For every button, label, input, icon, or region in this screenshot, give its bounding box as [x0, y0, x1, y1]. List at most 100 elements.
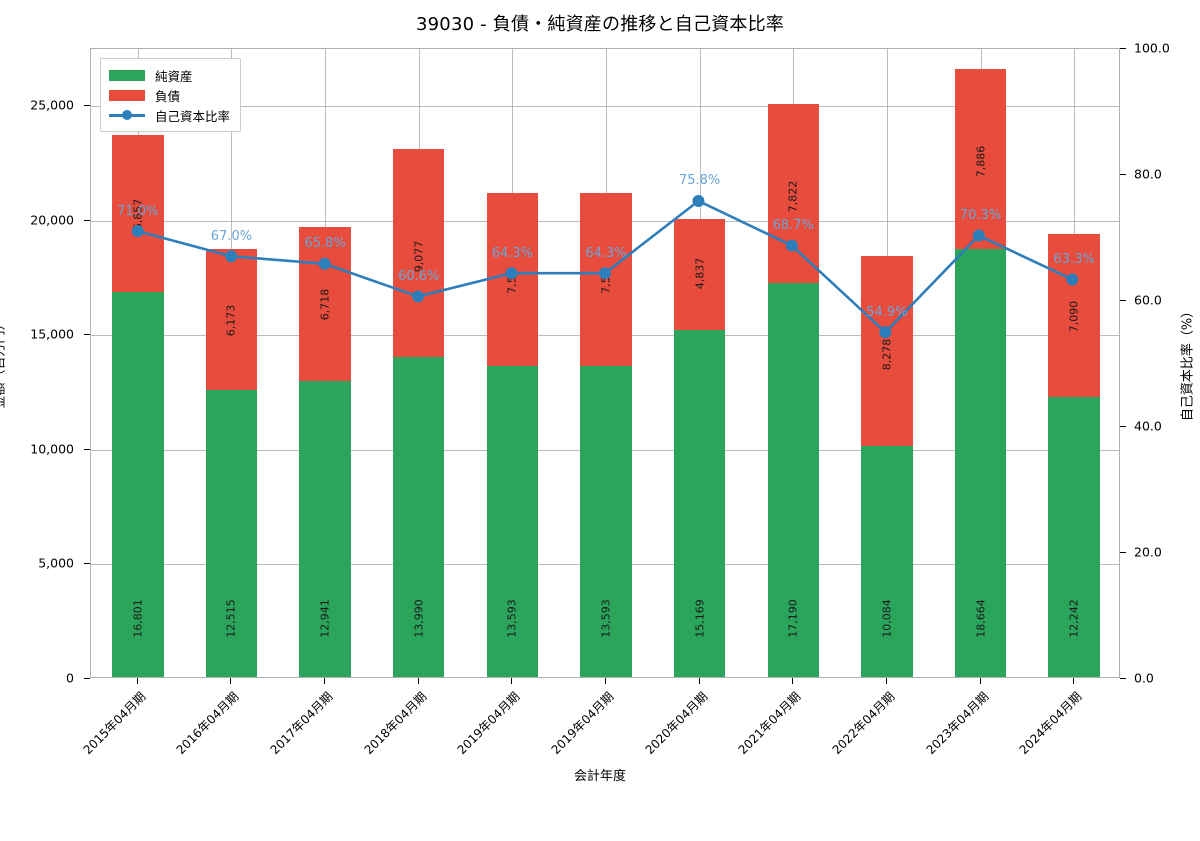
- x-axis-tick-mark: [885, 678, 887, 684]
- y-axis-left-tick-mark: [84, 334, 90, 336]
- plot-area: 16,801 6,857 12,515 6,173 12,941 6,718 13,990 9…: [90, 48, 1120, 678]
- y-axis-right-tick-label: 80.0: [1134, 166, 1162, 182]
- bar-segment-liability[interactable]: 9,077: [392, 148, 445, 357]
- ratio-value-label: 70.3%: [959, 208, 1002, 224]
- bar-value-label-liability: 8,278: [880, 338, 894, 370]
- ratio-value-label: 54.9%: [866, 305, 908, 321]
- bar-segment-liability[interactable]: 7,55: [486, 192, 539, 366]
- x-axis-tick-mark: [417, 678, 419, 684]
- bar-value-label-equity: 13,593: [599, 599, 613, 638]
- bar-value-label-equity: 18,664: [974, 599, 988, 638]
- bar-value-label-liability: 6,718: [318, 289, 332, 321]
- ratio-value-label: 64.3%: [491, 245, 534, 261]
- bar-segment-equity[interactable]: 17,190: [767, 283, 820, 677]
- bar-value-label-equity: 17,190: [786, 599, 800, 638]
- bar-value-label-liability: 7,822: [786, 180, 800, 212]
- legend-item-label: 負債: [155, 88, 181, 104]
- y-axis-right-tick-label: 20.0: [1134, 544, 1162, 560]
- y-axis-right-tick-label: 0.0: [1134, 670, 1154, 686]
- x-axis-tick-mark: [605, 678, 606, 684]
- bar-value-label-liability: 7,55: [505, 269, 519, 294]
- x-axis-tick-mark: [230, 678, 232, 684]
- x-axis-label: 会計年度: [573, 769, 626, 784]
- bar-value-label-equity: 13,990: [412, 599, 426, 638]
- ratio-value-label: 71.0%: [117, 203, 159, 219]
- bar-group[interactable]: 13,593 7,55: [486, 47, 539, 677]
- y-axis-right-tick-mark: [1120, 552, 1126, 553]
- y-axis-left-tick-label: 20,000: [30, 212, 74, 228]
- y-axis-right-label: 自己資本比率（%）: [1180, 304, 1196, 422]
- bar-value-label-liability: 4,837: [693, 257, 707, 289]
- bar-segment-equity[interactable]: 12,941: [299, 380, 351, 677]
- ratio-value-label: 65.8%: [304, 236, 346, 252]
- gridline-horizontal: [91, 106, 1119, 108]
- bar-segment-liability[interactable]: 4,837: [673, 218, 726, 330]
- bar-group[interactable]: 13,990 9,077: [392, 47, 445, 677]
- bar-segment-liability[interactable]: 7,822: [767, 104, 820, 284]
- y-axis-right-tick-mark: [1120, 300, 1126, 301]
- bar-value-label-equity: 12,515: [224, 599, 238, 638]
- x-axis-tick-mark: [792, 678, 794, 684]
- ratio-value-label: 63.3%: [1053, 252, 1095, 268]
- ratio-value-label: 60.6%: [398, 269, 440, 285]
- legend-item[interactable]: 自己資本比率: [109, 105, 230, 125]
- bar-group[interactable]: 16,801 6,857: [112, 47, 164, 677]
- legend-item-label: 純資産: [155, 68, 193, 84]
- legend-item-label: 自己資本比率: [155, 108, 231, 124]
- bar-segment-liability[interactable]: 8,278: [861, 256, 913, 446]
- bar-value-label-equity: 13,593: [505, 599, 519, 638]
- bar-segment-equity[interactable]: 18,664: [954, 249, 1007, 677]
- bar-value-label-liability: 7,886: [974, 145, 988, 178]
- bar-segment-equity[interactable]: 15,169: [673, 329, 726, 677]
- bar-value-label-equity: 10,084: [880, 599, 894, 638]
- bar-group[interactable]: 15,169 4,837: [673, 47, 726, 677]
- y-axis-right-tick-mark: [1120, 174, 1126, 175]
- x-axis-tick-mark: [698, 678, 700, 684]
- ratio-value-label: 64.3%: [585, 245, 627, 261]
- chart-title: 39030 - 負債・純資産の推移と自己資本比率: [416, 14, 784, 35]
- y-axis-right-tick-label: 40.0: [1134, 418, 1162, 434]
- x-axis-tick-mark: [136, 678, 138, 684]
- bar-value-label-equity: 12,941: [318, 599, 332, 638]
- bar-segment-liability[interactable]: 7,55: [580, 192, 632, 366]
- y-axis-right-tick-mark: [1120, 48, 1126, 49]
- legend-color-swatch: [109, 89, 145, 101]
- ratio-value-label: 68.7%: [772, 218, 814, 234]
- bar-group[interactable]: 12,515 6,173: [205, 47, 258, 677]
- bar-group[interactable]: 12,941 6,718: [299, 47, 351, 677]
- bar-value-label-liability: 7,55: [599, 269, 613, 294]
- bar-group[interactable]: 13,593 7,55: [580, 47, 632, 677]
- bar-value-label-equity: 16,801: [131, 599, 145, 638]
- bar-segment-equity[interactable]: 12,242: [1048, 396, 1100, 677]
- bar-group[interactable]: 17,190 7,822: [767, 47, 820, 677]
- bar-segment-equity[interactable]: 10,084: [861, 446, 913, 677]
- bar-segment-equity[interactable]: 16,801: [112, 292, 164, 677]
- legend-item[interactable]: 純資産: [109, 65, 230, 85]
- bar-group[interactable]: 10,084 8,278: [861, 47, 913, 677]
- x-axis-tick-mark: [979, 678, 981, 684]
- bar-value-label-equity: 12,242: [1067, 599, 1081, 638]
- bar-segment-equity[interactable]: 13,593: [580, 365, 632, 677]
- y-axis-left-label: 金額（百万円）: [0, 317, 8, 409]
- bar-segment-liability[interactable]: 6,173: [205, 248, 258, 391]
- y-axis-left-tick-label: 15,000: [30, 326, 74, 342]
- bar-group[interactable]: 12,242 7,090: [1048, 47, 1100, 677]
- y-axis-right-tick-mark: [1120, 426, 1126, 427]
- chart-legend: 純資産負債自己資本比率: [100, 58, 242, 132]
- legend-item[interactable]: 負債: [109, 85, 230, 105]
- x-axis-tick-mark: [511, 678, 513, 684]
- x-axis-tick-mark: [324, 678, 326, 684]
- bar-segment-equity[interactable]: 12,515: [205, 390, 258, 677]
- y-axis-left-tick-mark: [84, 105, 90, 107]
- bar-group[interactable]: 18,664 7,886: [954, 47, 1007, 677]
- bar-segment-equity[interactable]: 13,990: [392, 356, 445, 677]
- bar-segment-equity[interactable]: 13,593: [486, 365, 539, 677]
- y-axis-left-tick-mark: [84, 563, 90, 565]
- y-axis-right-tick-label: 60.0: [1134, 292, 1162, 308]
- ratio-value-label: 75.8%: [678, 173, 721, 189]
- y-axis-left-tick-label: 25,000: [30, 97, 74, 113]
- y-axis-left-tick-mark: [84, 678, 90, 679]
- ratio-value-label: 67.0%: [210, 228, 253, 244]
- y-axis-left-tick-label: 10,000: [30, 441, 74, 457]
- bar-value-label-liability: 6,173: [224, 304, 238, 336]
